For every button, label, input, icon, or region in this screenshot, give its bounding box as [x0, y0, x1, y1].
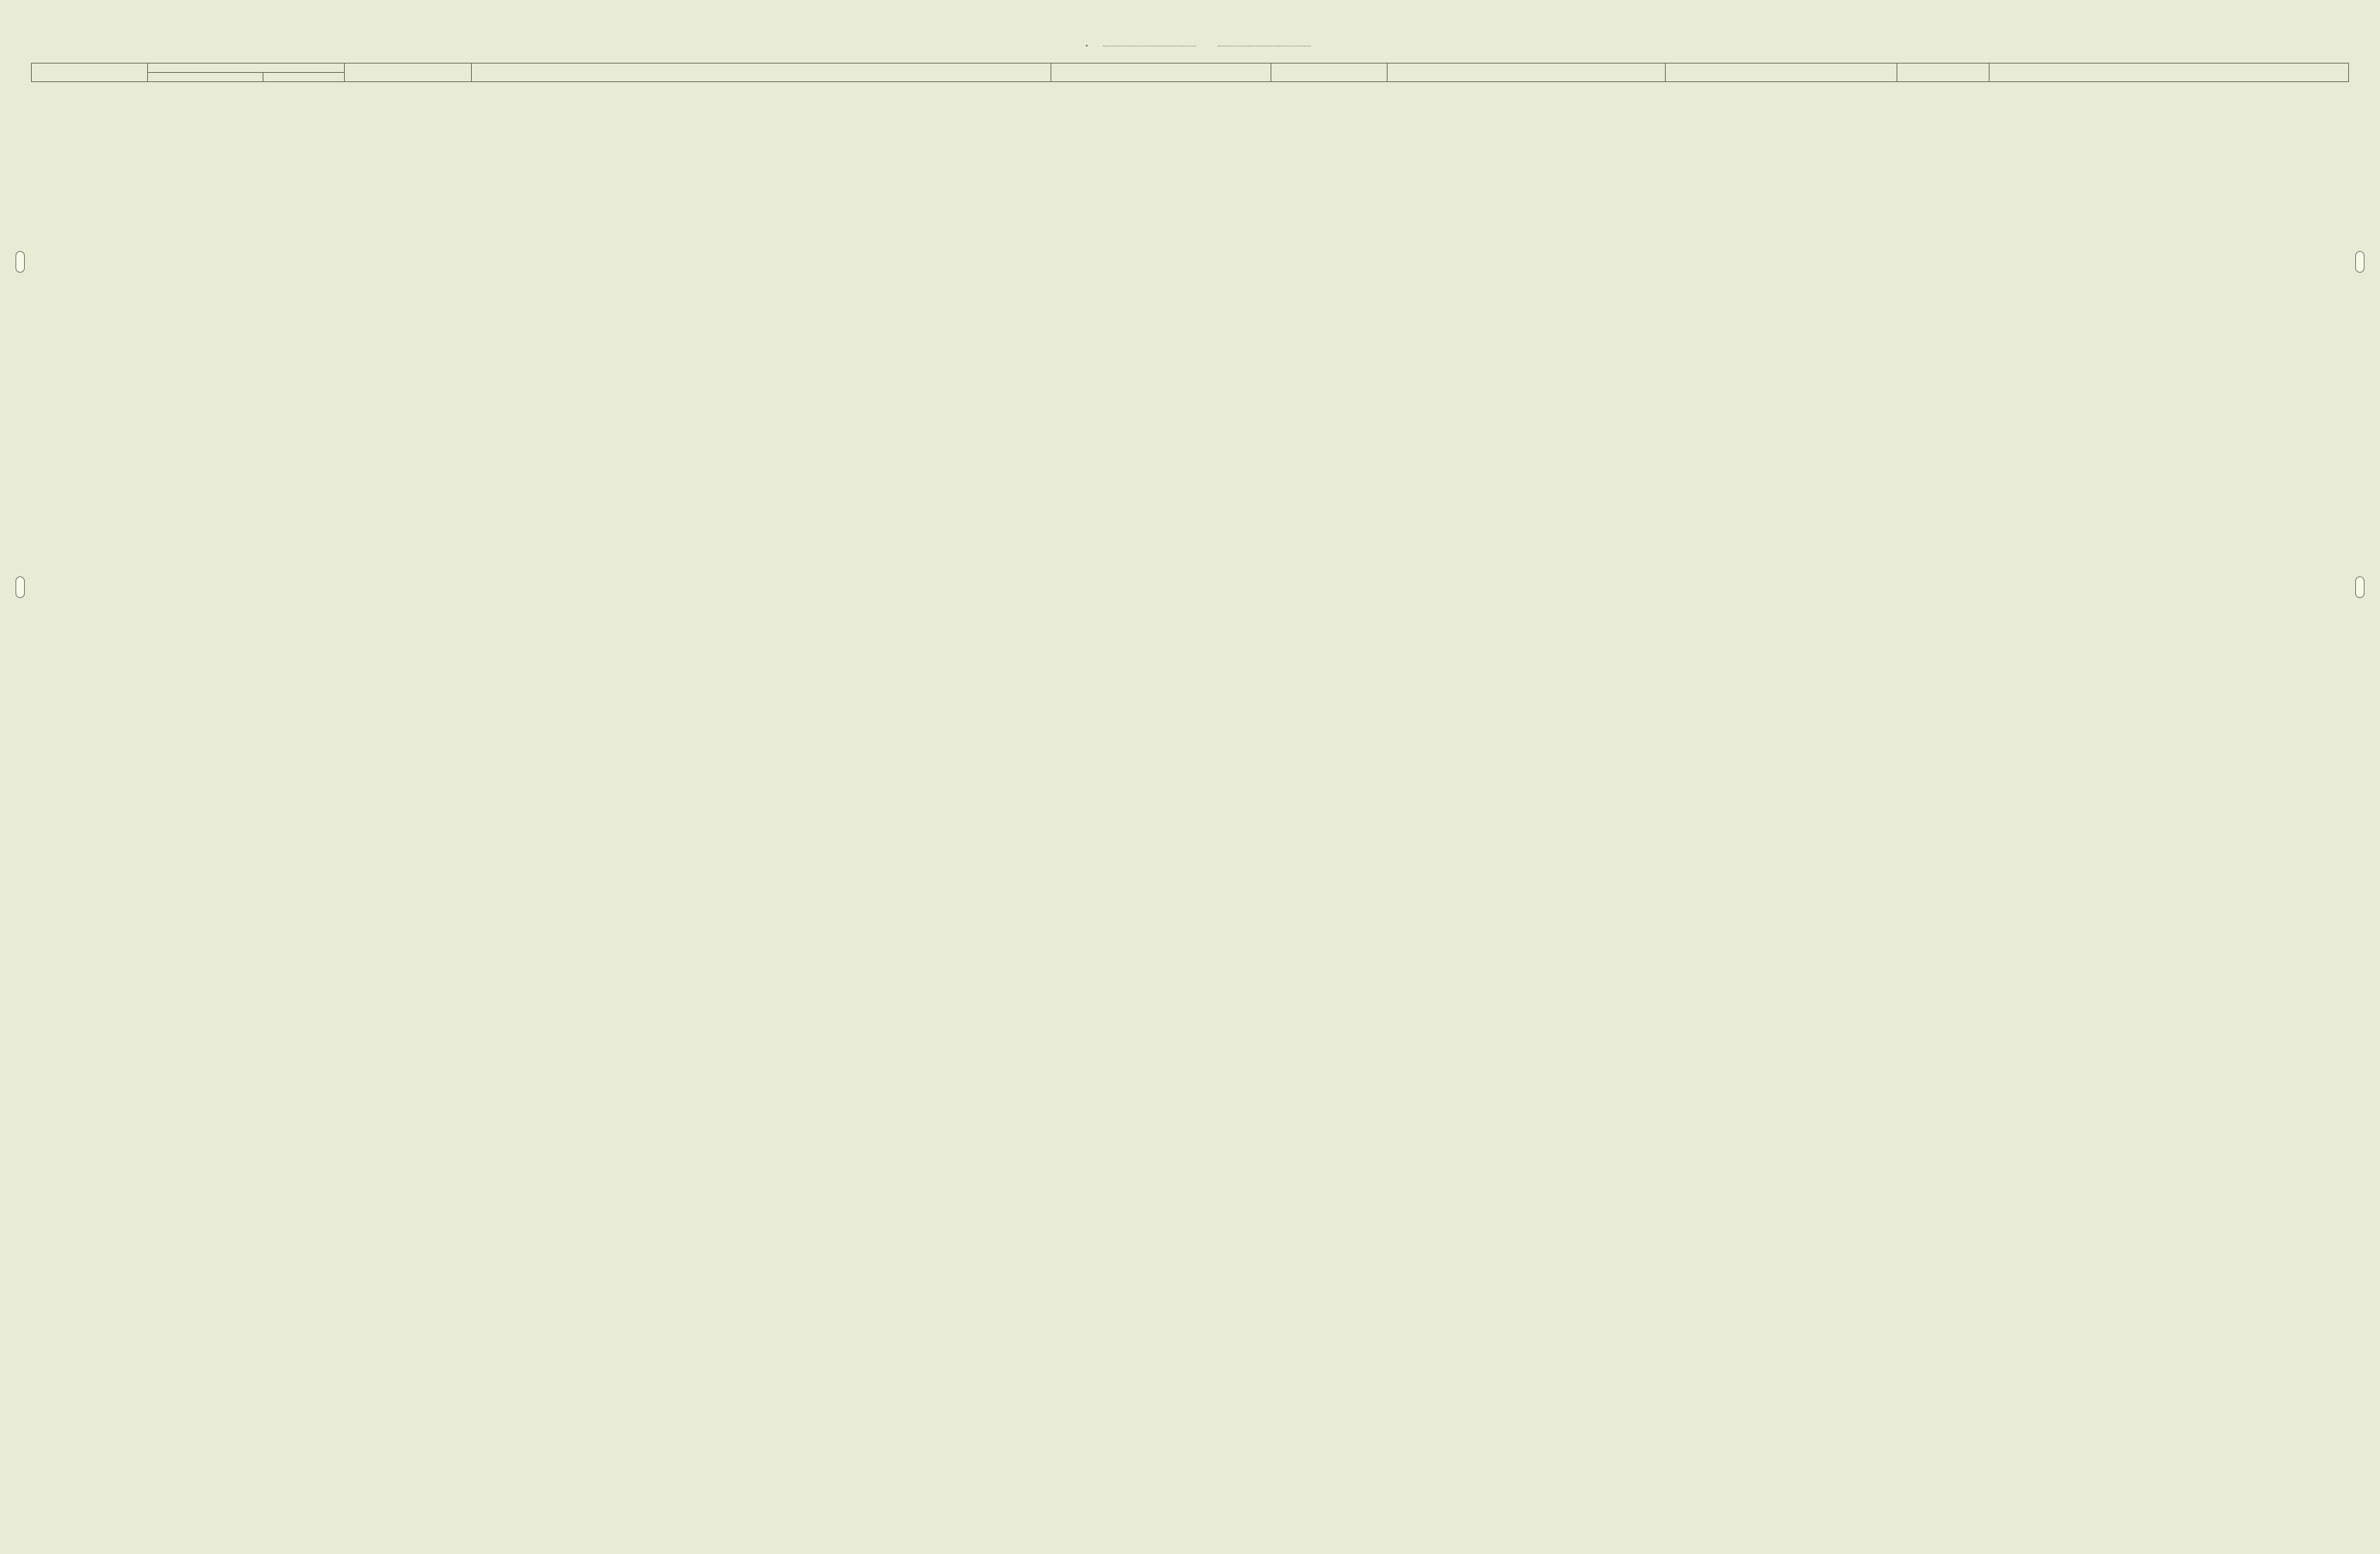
- register-page: .: [31, 34, 2349, 82]
- col-header: [32, 64, 148, 82]
- hole-punch: [15, 251, 25, 273]
- col-header: [344, 64, 472, 82]
- hole-punch: [15, 576, 25, 598]
- col-header: [1271, 64, 1388, 82]
- register-table: [31, 63, 2349, 82]
- col-header: [1665, 64, 1897, 82]
- hole-punch: [2355, 251, 2365, 273]
- col-subheader: [263, 72, 345, 81]
- col-header: [1990, 64, 2349, 82]
- col-header: [1051, 64, 1271, 82]
- col-subheader: [147, 72, 263, 81]
- hole-punch: [2355, 576, 2365, 598]
- col-header: [147, 64, 344, 73]
- col-header: [1897, 64, 1990, 82]
- title-row: .: [31, 34, 2349, 50]
- col-header: [472, 64, 1051, 82]
- table-header: [32, 64, 2349, 82]
- col-header: [1387, 64, 1665, 82]
